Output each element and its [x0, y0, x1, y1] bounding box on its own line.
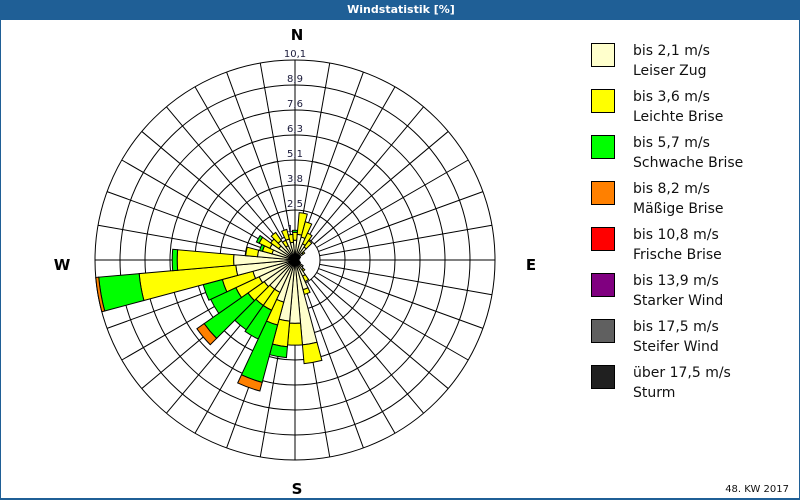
sector-segment — [171, 248, 179, 272]
legend-speed: über 17,5 m/s — [633, 365, 731, 381]
legend-swatch — [591, 227, 615, 251]
legend-name: Schwache Brise — [633, 155, 744, 171]
sector-segment — [237, 374, 263, 392]
grid-spoke — [259, 62, 292, 236]
title-bar: Windstatistik [%] — [1, 0, 800, 20]
grid-spoke — [298, 62, 331, 236]
sector-segment — [291, 229, 299, 233]
compass-north-label: N — [290, 26, 304, 44]
grid-spoke — [310, 106, 424, 242]
radial-tick-labels: 1,3 2,5 3,8 5,1 6,3 7,6 8,9 10,1 — [284, 49, 306, 235]
legend-item: bis 8,2 m/s Mäßige Brise — [591, 181, 791, 225]
radial-tick-label: 5,1 — [287, 149, 303, 160]
grid-spoke — [310, 278, 424, 414]
wind-sectors — [95, 212, 323, 392]
sector-segment — [245, 246, 260, 258]
legend-speed: bis 10,8 m/s — [633, 227, 719, 243]
grid-spoke — [319, 263, 493, 296]
sector-segment — [95, 276, 106, 313]
grid-spoke — [316, 159, 469, 248]
legend-speed: bis 8,2 m/s — [633, 181, 710, 197]
radial-tick-label: 1,3 — [287, 224, 303, 235]
grid-spoke — [307, 86, 396, 239]
legend-name: Leiser Zug — [633, 63, 707, 79]
legend-item: bis 5,7 m/s Schwache Brise — [591, 135, 791, 179]
legend-speed: bis 13,9 m/s — [633, 273, 719, 289]
compass-south-label: S — [291, 480, 303, 498]
compass-west-label: W — [53, 256, 71, 274]
radial-tick-label: 2,5 — [287, 199, 303, 210]
sector-segment — [287, 322, 303, 346]
legend-speed: bis 17,5 m/s — [633, 319, 719, 335]
grid-spoke — [303, 71, 364, 237]
legend-name: Steifer Wind — [633, 339, 719, 355]
sector-segment — [287, 233, 294, 244]
grid-spoke — [316, 272, 469, 361]
legend-swatch — [591, 181, 615, 205]
legend-item: über 17,5 m/s Sturm — [591, 365, 791, 409]
legend-speed: bis 2,1 m/s — [633, 43, 710, 59]
legend-speed: bis 3,6 m/s — [633, 89, 710, 105]
legend-name: Leichte Brise — [633, 109, 724, 125]
grid-spoke — [226, 71, 287, 237]
grid-spoke — [141, 131, 277, 245]
sector-segment — [98, 273, 145, 312]
grid-spoke — [318, 268, 484, 329]
legend-swatch — [591, 43, 615, 67]
legend-swatch — [591, 135, 615, 159]
grid-spoke — [121, 159, 274, 248]
grid-spoke — [313, 131, 449, 245]
grid-spoke — [303, 283, 364, 449]
legend-item: bis 13,9 m/s Starker Wind — [591, 273, 791, 317]
legend-name: Mäßige Brise — [633, 201, 724, 217]
legend-item: bis 2,1 m/s Leiser Zug — [591, 43, 791, 87]
grid-spoke — [318, 191, 484, 252]
legend-swatch — [591, 273, 615, 297]
compass-east-label: E — [525, 256, 537, 274]
polar-grid — [94, 59, 496, 461]
legend-name: Frische Brise — [633, 247, 722, 263]
radial-tick-label: 3,8 — [287, 174, 303, 185]
legend-swatch — [591, 365, 615, 389]
radial-tick-label: 6,3 — [287, 124, 303, 135]
sector-segment — [301, 341, 323, 365]
radial-tick-label: 7,6 — [287, 99, 303, 110]
grid-spoke — [319, 224, 493, 257]
legend-swatch — [591, 319, 615, 343]
legend-item: bis 17,5 m/s Steifer Wind — [591, 319, 791, 363]
legend-item: bis 3,6 m/s Leichte Brise — [591, 89, 791, 133]
grid-spoke — [194, 86, 283, 239]
period-label: 48. KW 2017 — [725, 484, 789, 495]
legend-swatch — [591, 89, 615, 113]
grid-spoke — [313, 275, 449, 389]
grid-spoke — [106, 191, 272, 252]
radial-tick-label: 10,1 — [284, 49, 306, 60]
sector-segment — [303, 239, 313, 250]
legend-name: Starker Wind — [633, 293, 724, 309]
sector-segment — [255, 234, 264, 244]
sector-segment — [301, 250, 306, 256]
grid-spoke — [307, 281, 396, 434]
radial-tick-label: 8,9 — [287, 74, 303, 85]
grid-spoke — [97, 224, 271, 257]
legend-item: bis 10,8 m/s Frische Brise — [591, 227, 791, 271]
sector-segment — [196, 322, 218, 346]
grid-spoke — [166, 106, 280, 242]
legend-name: Sturm — [633, 385, 676, 401]
legend: bis 2,1 m/s Leiser Zug bis 3,6 m/s Leichte… — [591, 43, 791, 403]
sector-segment — [270, 231, 283, 244]
chart-title: Windstatistik [%] — [347, 3, 455, 16]
legend-speed: bis 5,7 m/s — [633, 135, 710, 151]
